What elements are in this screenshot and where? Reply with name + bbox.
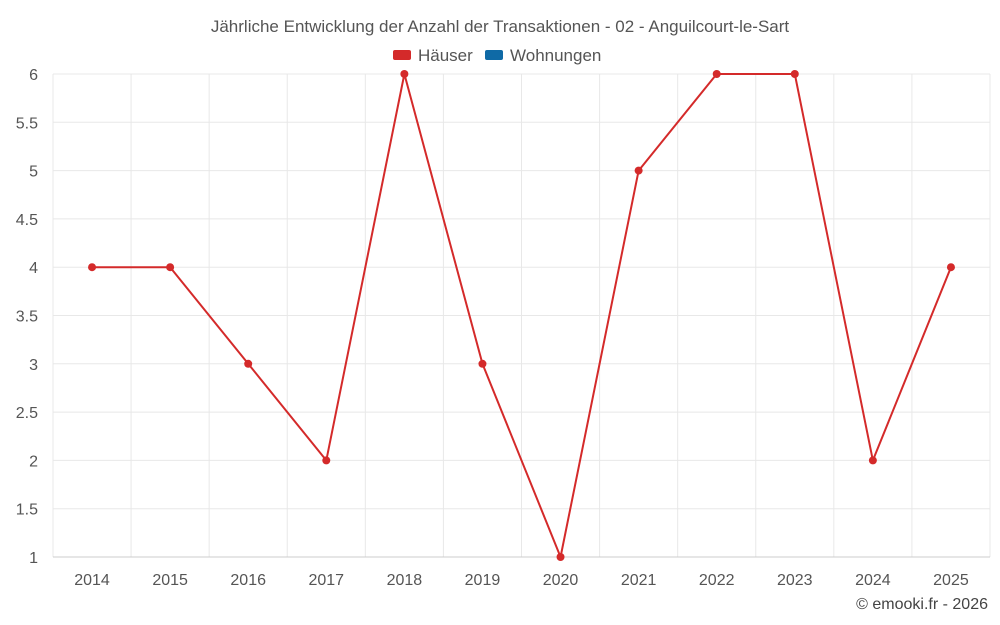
data-point[interactable] [88, 263, 97, 272]
credit-text: © emooki.fr - 2026 [856, 596, 988, 613]
x-tick-label: 2022 [699, 572, 735, 589]
x-tick-label: 2023 [777, 572, 813, 589]
data-point[interactable] [634, 166, 643, 175]
data-point[interactable] [712, 70, 721, 78]
y-tick-label: 5.5 [16, 115, 38, 132]
x-tick-label: 2019 [465, 572, 501, 589]
legend-label-wohnungen: Wohnungen [510, 46, 601, 65]
y-tick-label: 6 [29, 67, 38, 84]
data-point[interactable] [946, 263, 955, 272]
legend-item-haeuser[interactable]: Häuser [393, 46, 473, 65]
legend-item-wohnungen[interactable]: Wohnungen [485, 46, 601, 65]
y-tick-label: 4 [29, 260, 38, 277]
x-tick-label: 2025 [933, 572, 969, 589]
data-point[interactable] [868, 456, 877, 465]
series-layer [88, 70, 955, 561]
data-point[interactable] [556, 553, 565, 561]
legend-swatch-wohnungen [485, 50, 503, 60]
chart-title: Jährliche Entwicklung der Anzahl der Tra… [211, 17, 790, 36]
x-tick-label: 2021 [621, 572, 657, 589]
data-point[interactable] [166, 263, 175, 272]
y-axis-ticks: 1 1.5 2 2.5 3 3.5 4 4.5 5 5.5 6 [16, 67, 38, 567]
x-tick-label: 2017 [308, 572, 344, 589]
y-tick-label: 1 [29, 550, 38, 567]
x-tick-label: 2014 [74, 572, 110, 589]
y-tick-label: 5 [29, 164, 38, 181]
data-point[interactable] [790, 70, 799, 78]
series-line-0 [92, 73, 952, 558]
y-tick-label: 4.5 [16, 212, 38, 229]
y-tick-label: 3.5 [16, 309, 38, 326]
y-tick-label: 1.5 [16, 502, 38, 519]
y-tick-label: 2 [29, 453, 38, 470]
legend-label-haeuser: Häuser [418, 46, 473, 65]
data-point[interactable] [322, 456, 331, 465]
legend: Häuser Wohnungen [393, 46, 601, 65]
data-point[interactable] [478, 359, 487, 368]
x-tick-label: 2016 [230, 572, 266, 589]
y-tick-label: 3 [29, 357, 38, 374]
legend-swatch-haeuser [393, 50, 411, 60]
data-point[interactable] [400, 70, 409, 78]
x-tick-label: 2020 [543, 572, 579, 589]
y-tick-label: 2.5 [16, 405, 38, 422]
grid [52, 73, 991, 557]
data-point[interactable] [244, 359, 253, 368]
x-tick-label: 2018 [387, 572, 423, 589]
x-axis-ticks: 2014 2015 2016 2017 2018 2019 2020 2021 2022 2023… [74, 572, 969, 589]
x-tick-label: 2015 [152, 572, 188, 589]
x-tick-label: 2024 [855, 572, 891, 589]
